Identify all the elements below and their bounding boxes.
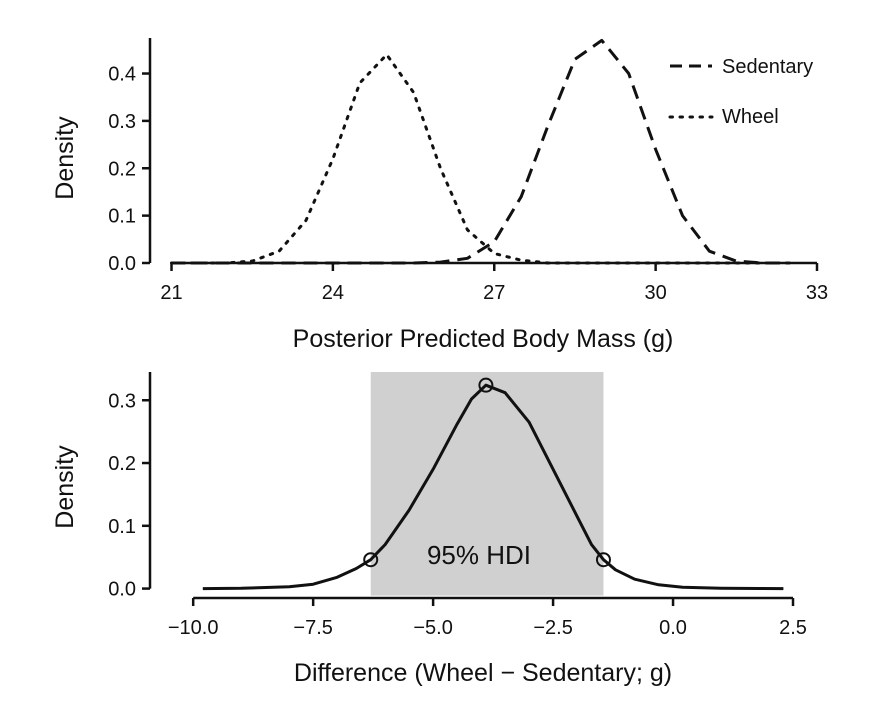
top-y-tick-label: 0.2 — [108, 158, 136, 180]
bottom-series-layer — [202, 377, 784, 591]
top-x-tick-label: 33 — [806, 282, 828, 304]
legend-label-sedentary: Sedentary — [722, 56, 813, 78]
bottom-x-tick-label: −10.0 — [168, 617, 219, 639]
top-x-tick-label: 30 — [645, 282, 667, 304]
top-legend: Sedentary Wheel — [668, 56, 813, 128]
bottom-y-tick-label: 0.3 — [108, 390, 136, 412]
top-axes: 0.0 0.1 0.2 0.3 0.4 21 24 27 30 33 — [108, 38, 828, 304]
bottom-y-axis-title: Density — [51, 445, 79, 529]
wheel-density-line — [170, 53, 792, 265]
bottom-x-tick-label: −5.0 — [413, 617, 452, 639]
hdi-region — [370, 372, 604, 596]
top-y-tick-label: 0.4 — [108, 64, 136, 86]
top-x-axis-title: Posterior Predicted Body Mass (g) — [293, 325, 674, 353]
top-y-tick-label: 0.1 — [108, 206, 136, 228]
top-series-layer — [170, 38, 792, 265]
top-y-axis-title: Density — [51, 116, 79, 200]
sedentary-density-line — [171, 38, 791, 265]
difference-density-line — [202, 383, 784, 591]
hdi-layer — [370, 372, 604, 596]
hdi-upper-marker — [595, 552, 611, 568]
bottom-x-tick-label: −7.5 — [293, 617, 332, 639]
hdi-lower-marker — [363, 552, 379, 568]
top-x-tick-label: 24 — [322, 282, 344, 304]
bottom-x-tick-label: 0.0 — [659, 617, 687, 639]
hdi-mode-marker — [478, 377, 494, 393]
top-x-tick-label: 27 — [483, 282, 505, 304]
legend-label-wheel: Wheel — [722, 106, 779, 128]
bottom-y-tick-label: 0.0 — [108, 579, 136, 601]
bottom-x-tick-label: 2.5 — [779, 617, 807, 639]
difference-chart: 0.0 0.1 0.2 0.3 −10.0 −7.5 −5.0 −2.5 0.0 2.5 95% … — [51, 372, 807, 687]
bottom-axes: 0.0 0.1 0.2 0.3 −10.0 −7.5 −5.0 −2.5 0.0 2.5 — [108, 372, 807, 639]
bottom-x-tick-label: −2.5 — [533, 617, 572, 639]
posterior-body-mass-chart: 0.0 0.1 0.2 0.3 0.4 21 24 27 30 33 Sedentary Whee… — [51, 38, 828, 353]
top-y-tick-label: 0.3 — [108, 111, 136, 133]
top-y-tick-label: 0.0 — [108, 253, 136, 275]
top-x-tick-label: 21 — [160, 282, 182, 304]
bottom-y-tick-label: 0.2 — [108, 453, 136, 475]
bottom-x-axis-title: Difference (Wheel − Sedentary; g) — [294, 659, 672, 687]
hdi-label: 95% HDI — [427, 540, 531, 570]
bottom-y-tick-label: 0.1 — [108, 516, 136, 538]
